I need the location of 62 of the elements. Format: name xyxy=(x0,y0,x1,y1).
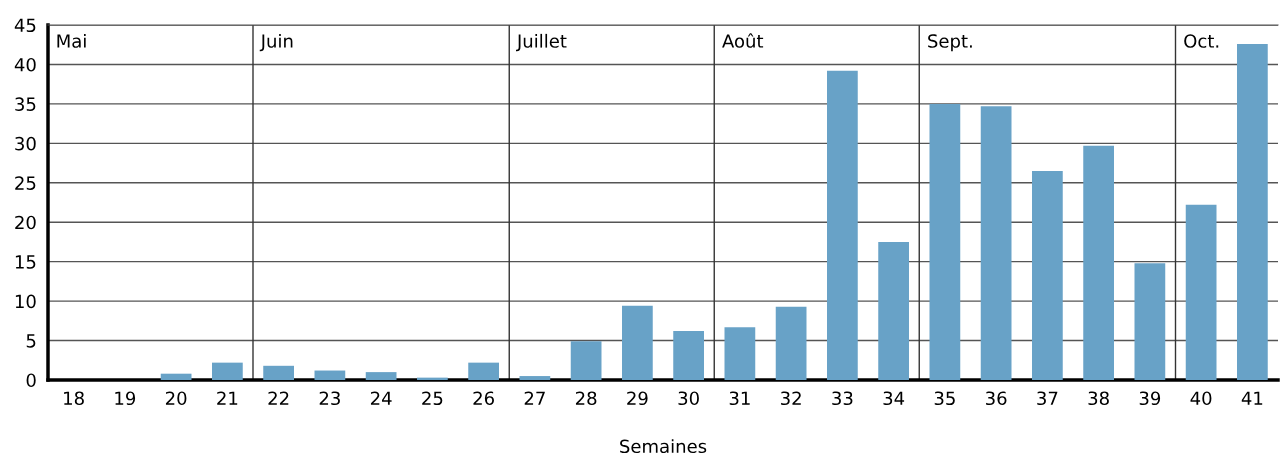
x-tick-label: 38 xyxy=(1088,391,1109,406)
x-tick-label: 24 xyxy=(370,391,392,405)
bar xyxy=(160,373,192,380)
bar xyxy=(1134,263,1166,380)
x-tick-label: 28 xyxy=(575,391,597,406)
bar xyxy=(365,372,397,380)
bar xyxy=(519,376,551,380)
x-tick-label: 31 xyxy=(729,391,750,406)
x-tick-label: 40 xyxy=(1190,391,1212,406)
bar xyxy=(878,241,909,380)
ref-line-label: Juillet xyxy=(516,33,567,52)
x-tick-label: 21 xyxy=(217,391,238,405)
y-tick-label: 20 xyxy=(15,215,36,230)
bar xyxy=(827,70,858,380)
y-tick-label: 15 xyxy=(15,255,36,269)
x-tick-label: 19 xyxy=(115,391,136,406)
x-tick-label: 33 xyxy=(832,391,853,406)
y-tick-label: 35 xyxy=(15,97,36,112)
bar xyxy=(468,362,499,380)
y-tick-label: 25 xyxy=(15,176,36,190)
bar xyxy=(570,341,602,380)
x-tick-label: 35 xyxy=(934,391,955,406)
ref-line-label: Août xyxy=(722,33,764,48)
bar xyxy=(673,331,704,380)
x-tick-label: 39 xyxy=(1139,391,1161,406)
bar xyxy=(263,365,294,380)
bar xyxy=(314,370,346,380)
x-tick-label: 34 xyxy=(883,391,905,406)
x-tick-label: 26 xyxy=(473,391,494,406)
ref-line-label: Juin xyxy=(259,33,293,52)
x-tick-label: 22 xyxy=(268,391,289,405)
bar xyxy=(724,327,756,380)
bar xyxy=(622,305,653,380)
x-axis-title: Semaines xyxy=(620,439,707,454)
x-tick-label: 18 xyxy=(64,391,84,406)
bar xyxy=(1185,204,1217,380)
bar xyxy=(1032,170,1063,380)
x-tick-label: 29 xyxy=(627,391,648,406)
x-tick-label: 20 xyxy=(165,391,187,406)
y-tick-label: 45 xyxy=(14,18,36,33)
annotation: Mai xyxy=(57,33,86,48)
x-tick-label: 25 xyxy=(422,391,443,406)
bar xyxy=(980,106,1012,380)
x-tick-label: 41 xyxy=(1241,391,1263,405)
x-tick-label: 23 xyxy=(319,391,340,406)
y-tick-label: 30 xyxy=(15,136,36,151)
y-tick-label: 40 xyxy=(14,57,36,72)
bar xyxy=(1237,43,1268,380)
x-tick-label: 27 xyxy=(524,391,545,405)
ref-line-label: Oct. xyxy=(1184,34,1219,48)
x-tick-label: 30 xyxy=(678,391,699,406)
bar xyxy=(1083,145,1114,380)
bar xyxy=(212,362,243,380)
bar xyxy=(929,103,961,380)
x-tick-label: 37 xyxy=(1037,391,1058,406)
ref-line-label: Sept. xyxy=(928,34,972,52)
y-tick-label: 0 xyxy=(26,373,36,388)
x-tick-label: 32 xyxy=(781,391,801,406)
y-tick-label: 10 xyxy=(15,294,36,309)
y-tick-label: 5 xyxy=(26,334,36,348)
x-tick-label: 36 xyxy=(986,391,1007,406)
bar xyxy=(775,306,807,380)
